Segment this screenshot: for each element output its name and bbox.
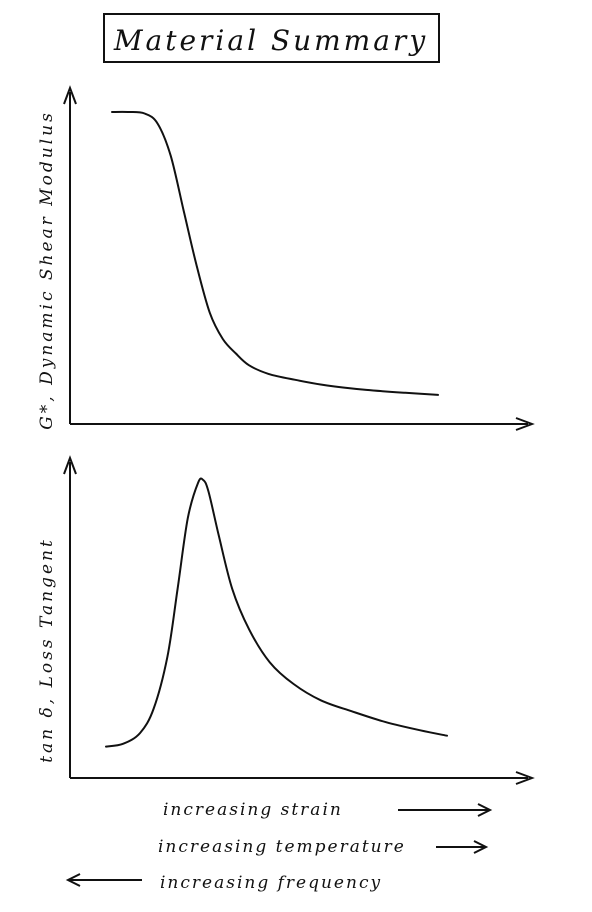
- loss-tangent-curve: [105, 477, 448, 748]
- legend-frequency-arrowhead: [65, 873, 81, 887]
- title-box: [103, 13, 440, 63]
- legend-frequency-text: increasing frequency: [160, 873, 382, 893]
- loss-y-axis-label: tan δ, Loss Tangent: [37, 537, 57, 763]
- modulus-x-axis-arrowhead: [515, 417, 535, 431]
- loss-tangent-chart: tan δ, Loss Tangent: [37, 455, 535, 785]
- legend-strain-text: increasing strain: [163, 800, 343, 820]
- loss-x-axis-arrowhead: [515, 771, 535, 785]
- legend-temperature-arrowhead: [473, 840, 489, 854]
- legend-temperature-text: increasing temperature: [158, 837, 406, 857]
- modulus-curve: [111, 110, 439, 396]
- title-block: Material Summary: [103, 13, 440, 63]
- modulus-chart: G*, Dynamic Shear Modulus: [37, 85, 535, 431]
- loss-y-axis-arrowhead: [63, 455, 77, 475]
- legend-strain-arrowhead: [477, 803, 493, 817]
- direction-legend: increasing strain increasing temperature…: [65, 800, 493, 893]
- modulus-y-axis-arrowhead: [63, 85, 77, 105]
- modulus-y-axis-label: G*, Dynamic Shear Modulus: [37, 110, 57, 430]
- page-title: Material Summary: [113, 24, 428, 57]
